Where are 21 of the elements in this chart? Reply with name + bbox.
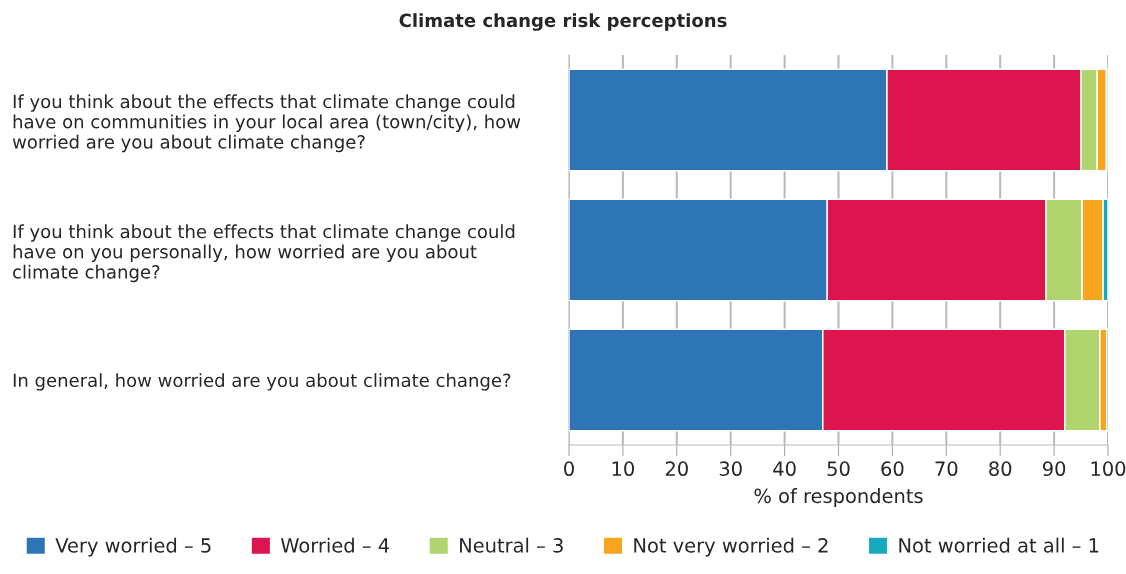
x-tick-label: 100 <box>1091 461 1126 477</box>
y-tick-label: If you think about the effects that climate change could have on communities in your local area (town/city), how worried are you about climate change? <box>12 94 521 153</box>
x-tick-label: 40 <box>773 461 796 477</box>
y-tick-label: In general, how worried are you about climate change? <box>13 373 511 391</box>
y-tick-label: If you think about the effects that climate change could have on you personally, how worried are you about climate change? <box>13 224 515 283</box>
legend-label: Not very worried – 2 <box>634 537 828 557</box>
x-tick-label: 30 <box>719 461 742 477</box>
x-tick-label: 20 <box>665 461 688 477</box>
legend-label: Very worried – 5 <box>55 537 211 557</box>
x-tick-label: 60 <box>881 461 904 477</box>
x-tick-label: 70 <box>935 461 958 477</box>
x-tick-label: 90 <box>1042 461 1066 477</box>
chart-title: Climate change risk perceptions <box>399 13 727 31</box>
x-tick-label: 0 <box>564 461 574 477</box>
x-axis-title: % of respondents <box>754 488 923 507</box>
x-tick-label: 50 <box>827 461 850 477</box>
legend-label: Worried – 4 <box>280 537 389 553</box>
x-tick-label: 10 <box>612 461 634 477</box>
legend-label: Neutral – 3 <box>460 537 563 553</box>
legend-label: Not worried at all – 1 <box>899 537 1099 553</box>
x-tick-label: 80 <box>989 461 1012 477</box>
